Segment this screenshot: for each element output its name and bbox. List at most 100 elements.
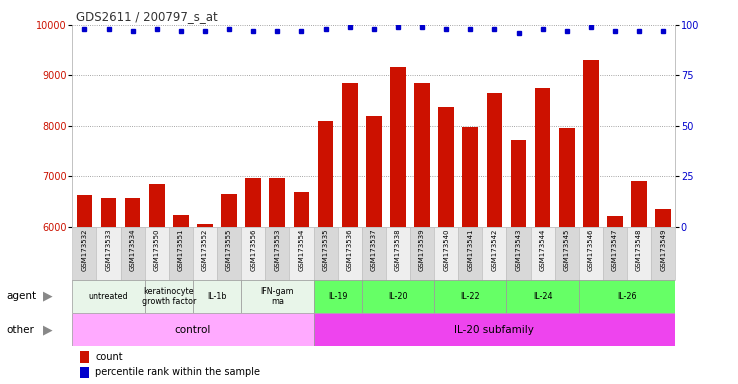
Bar <box>607 216 623 384</box>
FancyBboxPatch shape <box>193 280 241 313</box>
Bar <box>100 199 117 384</box>
Text: GSM173536: GSM173536 <box>347 228 353 271</box>
FancyBboxPatch shape <box>506 280 579 313</box>
FancyBboxPatch shape <box>72 313 314 346</box>
Text: ▶: ▶ <box>43 290 52 303</box>
Text: IL-19: IL-19 <box>328 292 348 301</box>
Bar <box>631 181 647 384</box>
Text: GSM173532: GSM173532 <box>81 228 87 271</box>
Bar <box>438 107 454 384</box>
Bar <box>125 199 140 384</box>
FancyBboxPatch shape <box>169 227 193 280</box>
FancyBboxPatch shape <box>579 280 675 313</box>
Text: agent: agent <box>6 291 36 301</box>
FancyBboxPatch shape <box>362 227 386 280</box>
Bar <box>197 223 213 384</box>
Text: GSM173543: GSM173543 <box>516 228 522 271</box>
FancyBboxPatch shape <box>265 227 289 280</box>
Text: percentile rank within the sample: percentile rank within the sample <box>95 367 261 377</box>
Bar <box>559 128 575 384</box>
Text: IL-26: IL-26 <box>617 292 637 301</box>
Text: ▶: ▶ <box>43 323 52 336</box>
Bar <box>221 194 237 384</box>
Text: IL-20 subfamily: IL-20 subfamily <box>455 324 534 335</box>
FancyBboxPatch shape <box>410 227 434 280</box>
FancyBboxPatch shape <box>314 313 675 346</box>
Bar <box>583 60 599 384</box>
Text: GSM173547: GSM173547 <box>612 228 618 271</box>
Text: GSM173538: GSM173538 <box>395 228 401 271</box>
Text: control: control <box>175 324 211 335</box>
FancyBboxPatch shape <box>579 227 603 280</box>
Text: GSM173546: GSM173546 <box>588 228 594 271</box>
Text: GSM173539: GSM173539 <box>419 228 425 271</box>
Bar <box>173 215 189 384</box>
Text: count: count <box>95 352 123 362</box>
Text: GSM173550: GSM173550 <box>154 228 159 271</box>
Bar <box>511 140 526 384</box>
FancyBboxPatch shape <box>193 227 217 280</box>
FancyBboxPatch shape <box>337 227 362 280</box>
Bar <box>366 116 382 384</box>
Text: IL-1b: IL-1b <box>207 292 227 301</box>
FancyBboxPatch shape <box>458 227 483 280</box>
Text: IL-22: IL-22 <box>461 292 480 301</box>
Text: GSM173540: GSM173540 <box>443 228 449 271</box>
Bar <box>269 178 285 384</box>
Text: GSM173555: GSM173555 <box>226 228 232 270</box>
Text: GSM173537: GSM173537 <box>370 228 377 271</box>
Text: GSM173533: GSM173533 <box>106 228 111 271</box>
FancyBboxPatch shape <box>483 227 506 280</box>
FancyBboxPatch shape <box>97 227 120 280</box>
Bar <box>294 192 309 384</box>
FancyBboxPatch shape <box>217 227 241 280</box>
Text: GSM173553: GSM173553 <box>275 228 280 271</box>
Text: GSM173544: GSM173544 <box>539 228 545 270</box>
FancyBboxPatch shape <box>314 227 337 280</box>
Bar <box>463 127 478 384</box>
FancyBboxPatch shape <box>627 227 651 280</box>
Text: GSM173556: GSM173556 <box>250 228 256 271</box>
FancyBboxPatch shape <box>120 227 145 280</box>
FancyBboxPatch shape <box>72 280 145 313</box>
Text: other: other <box>6 324 34 335</box>
Bar <box>149 184 165 384</box>
Text: GSM173534: GSM173534 <box>130 228 136 271</box>
FancyBboxPatch shape <box>651 227 675 280</box>
FancyBboxPatch shape <box>314 280 362 313</box>
Bar <box>77 195 92 384</box>
Text: GSM173554: GSM173554 <box>298 228 305 270</box>
FancyBboxPatch shape <box>506 227 531 280</box>
Text: GSM173551: GSM173551 <box>178 228 184 271</box>
Bar <box>245 178 261 384</box>
FancyBboxPatch shape <box>362 280 434 313</box>
Bar <box>414 83 430 384</box>
Text: IFN-gam
ma: IFN-gam ma <box>261 287 294 306</box>
Text: GSM173552: GSM173552 <box>202 228 208 270</box>
FancyBboxPatch shape <box>289 227 314 280</box>
Text: GSM173545: GSM173545 <box>564 228 570 270</box>
FancyBboxPatch shape <box>241 227 265 280</box>
Bar <box>390 67 406 384</box>
Text: IL-20: IL-20 <box>388 292 407 301</box>
Text: GSM173549: GSM173549 <box>661 228 666 271</box>
FancyBboxPatch shape <box>555 227 579 280</box>
Bar <box>655 209 671 384</box>
FancyBboxPatch shape <box>386 227 410 280</box>
Text: GSM173542: GSM173542 <box>492 228 497 270</box>
FancyBboxPatch shape <box>145 280 193 313</box>
Bar <box>318 121 334 384</box>
Bar <box>486 93 503 384</box>
FancyBboxPatch shape <box>241 280 314 313</box>
FancyBboxPatch shape <box>434 280 506 313</box>
FancyBboxPatch shape <box>603 227 627 280</box>
Text: GSM173535: GSM173535 <box>323 228 328 271</box>
Text: keratinocyte
growth factor: keratinocyte growth factor <box>142 287 196 306</box>
FancyBboxPatch shape <box>434 227 458 280</box>
FancyBboxPatch shape <box>531 227 555 280</box>
FancyBboxPatch shape <box>145 227 169 280</box>
Text: GSM173548: GSM173548 <box>636 228 642 271</box>
Bar <box>535 88 551 384</box>
Text: GSM173541: GSM173541 <box>467 228 473 271</box>
Text: GDS2611 / 200797_s_at: GDS2611 / 200797_s_at <box>76 10 218 23</box>
